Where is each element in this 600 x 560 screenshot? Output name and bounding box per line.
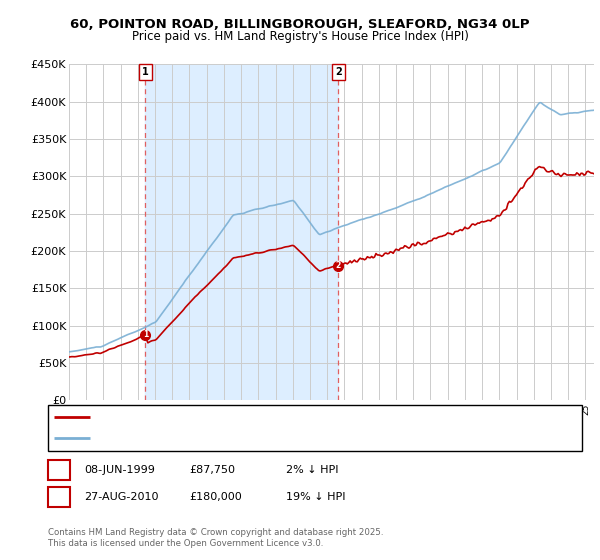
Text: Contains HM Land Registry data © Crown copyright and database right 2025.
This d: Contains HM Land Registry data © Crown c… xyxy=(48,528,383,548)
Text: 1: 1 xyxy=(55,465,62,475)
Text: 2: 2 xyxy=(335,67,342,77)
Text: Price paid vs. HM Land Registry's House Price Index (HPI): Price paid vs. HM Land Registry's House … xyxy=(131,30,469,43)
Text: 27-AUG-2010: 27-AUG-2010 xyxy=(85,492,159,502)
Text: 2: 2 xyxy=(336,262,341,270)
Text: 60, POINTON ROAD, BILLINGBOROUGH, SLEAFORD, NG34 0LP: 60, POINTON ROAD, BILLINGBOROUGH, SLEAFO… xyxy=(70,18,530,31)
Text: 2: 2 xyxy=(55,492,62,502)
Text: 1: 1 xyxy=(143,330,148,339)
Text: 19% ↓ HPI: 19% ↓ HPI xyxy=(286,492,345,502)
Text: 08-JUN-1999: 08-JUN-1999 xyxy=(85,465,155,475)
Text: 60, POINTON ROAD, BILLINGBOROUGH, SLEAFORD, NG34 0LP (detached house): 60, POINTON ROAD, BILLINGBOROUGH, SLEAFO… xyxy=(96,412,512,422)
Text: 1: 1 xyxy=(142,67,149,77)
Text: £87,750: £87,750 xyxy=(190,465,236,475)
Text: HPI: Average price, detached house, South Kesteven: HPI: Average price, detached house, Sout… xyxy=(96,433,370,444)
Text: £180,000: £180,000 xyxy=(190,492,242,502)
Bar xyxy=(145,64,338,400)
Text: 2% ↓ HPI: 2% ↓ HPI xyxy=(286,465,338,475)
